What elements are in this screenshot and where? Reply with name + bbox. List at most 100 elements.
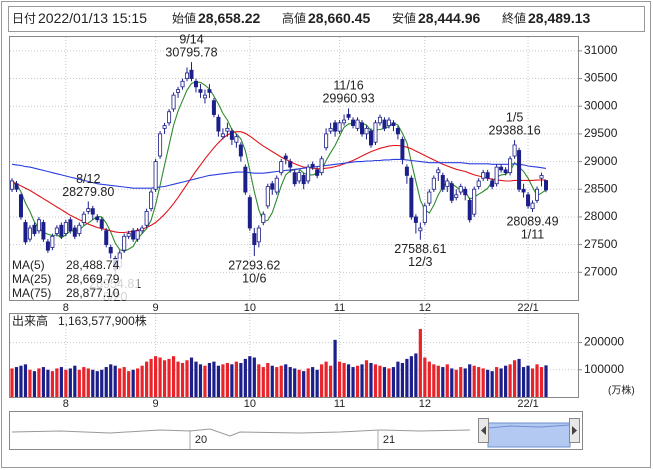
volume-bar bbox=[539, 367, 544, 397]
volume-bar bbox=[50, 371, 54, 397]
annotation-value: 27588.61 bbox=[394, 242, 446, 256]
volume-bar bbox=[28, 369, 32, 397]
volume-bar bbox=[414, 353, 418, 397]
x-tick-label: 9 bbox=[153, 302, 159, 314]
volume-bar bbox=[472, 365, 476, 397]
annotation-date: 10/6 bbox=[242, 271, 266, 285]
navigator: 20 21 bbox=[9, 411, 583, 450]
volume-bar bbox=[364, 360, 369, 397]
volume-bar bbox=[504, 365, 508, 397]
volume-bar bbox=[535, 364, 539, 397]
volume-bar bbox=[91, 369, 95, 397]
candle-body bbox=[337, 122, 342, 132]
volume-bar bbox=[171, 356, 176, 397]
candle-body bbox=[270, 183, 275, 190]
volume-bar bbox=[490, 371, 494, 397]
candle-body bbox=[95, 216, 100, 221]
volume-bar bbox=[257, 364, 261, 397]
volume-bar bbox=[324, 361, 328, 397]
candle-body bbox=[41, 222, 46, 240]
candle-body bbox=[256, 227, 261, 243]
candle-body bbox=[252, 233, 257, 246]
candle-body bbox=[328, 127, 333, 132]
candle-body bbox=[544, 180, 549, 191]
candle-body bbox=[9, 180, 14, 190]
annotation-value: 28279.80 bbox=[62, 185, 114, 199]
candle-body bbox=[229, 130, 234, 140]
volume-bar bbox=[73, 365, 77, 397]
volume-bar bbox=[418, 328, 422, 397]
candle-body bbox=[90, 208, 95, 215]
volume-bar bbox=[113, 365, 117, 397]
annotation-value: 29388.16 bbox=[489, 123, 541, 137]
candle-body bbox=[445, 180, 450, 187]
candle-body bbox=[167, 111, 172, 124]
volume-bar bbox=[19, 365, 23, 397]
header-value: 28,444.96 bbox=[418, 10, 480, 26]
candle-body bbox=[400, 139, 405, 160]
volume-bar bbox=[212, 361, 216, 397]
volume-bar bbox=[86, 368, 90, 397]
volume-title: 出来高 bbox=[12, 313, 48, 328]
x-tick-label: 11 bbox=[334, 302, 345, 314]
volume-bar bbox=[333, 339, 337, 397]
x-tick-label: 11 bbox=[334, 398, 345, 410]
volume-bar bbox=[346, 364, 351, 397]
candle-body bbox=[481, 172, 486, 179]
moving-average-line bbox=[11, 158, 547, 189]
candle-body bbox=[135, 230, 140, 240]
candle-body bbox=[126, 233, 131, 237]
volume-bar bbox=[239, 362, 243, 397]
x-tick-label: 22/1 bbox=[517, 398, 538, 410]
candle-body bbox=[193, 80, 198, 88]
candle-body bbox=[535, 188, 540, 201]
moving-average-line bbox=[12, 81, 547, 252]
header-value: 28,658.22 bbox=[198, 10, 260, 26]
header-box bbox=[8, 6, 645, 32]
volume-bar bbox=[360, 364, 364, 397]
volume-bar bbox=[10, 368, 14, 397]
candle-body bbox=[153, 161, 158, 190]
candle-body bbox=[247, 197, 252, 229]
volume-bar bbox=[477, 367, 481, 397]
candle-body bbox=[301, 175, 306, 185]
candle-body bbox=[36, 219, 41, 232]
candle-body bbox=[162, 125, 167, 129]
candle-body bbox=[521, 188, 526, 193]
volume-bar bbox=[275, 367, 279, 397]
volume-bar bbox=[198, 364, 203, 397]
candle-body bbox=[382, 119, 387, 129]
price-panel bbox=[9, 36, 579, 301]
candle-body bbox=[122, 235, 127, 251]
candle-body bbox=[355, 119, 360, 129]
candle-body bbox=[422, 205, 427, 223]
candle-body bbox=[360, 122, 365, 135]
annotation-value: 28089.49 bbox=[506, 214, 558, 228]
annotation-date: 1/5 bbox=[506, 110, 523, 124]
candle-body bbox=[373, 122, 378, 143]
candle-body bbox=[23, 222, 28, 243]
y-tick-label: 28000 bbox=[584, 209, 618, 223]
candle-body bbox=[346, 114, 351, 118]
volume-bar bbox=[302, 371, 306, 397]
candle-body bbox=[234, 136, 239, 143]
volume-bar bbox=[136, 368, 140, 397]
x-tick-label: 12 bbox=[419, 398, 431, 410]
volume-bar bbox=[400, 362, 405, 397]
volume-bar bbox=[329, 365, 333, 397]
volume-bar bbox=[221, 364, 225, 397]
x-tick-label: 9 bbox=[153, 398, 159, 410]
volume-bar bbox=[14, 367, 19, 397]
x-tick-label: 12 bbox=[419, 302, 431, 314]
candle-body bbox=[306, 166, 311, 182]
volume-bar bbox=[122, 367, 126, 397]
candle-body bbox=[104, 230, 109, 246]
candle-body bbox=[198, 89, 203, 93]
annotation-date: 12/3 bbox=[408, 255, 432, 269]
volume-bar bbox=[391, 367, 396, 397]
candle-body bbox=[45, 241, 50, 251]
volume-bar bbox=[234, 361, 238, 397]
volume-bar bbox=[140, 365, 144, 397]
volume-bar bbox=[145, 361, 149, 397]
volume-bar bbox=[131, 369, 135, 397]
